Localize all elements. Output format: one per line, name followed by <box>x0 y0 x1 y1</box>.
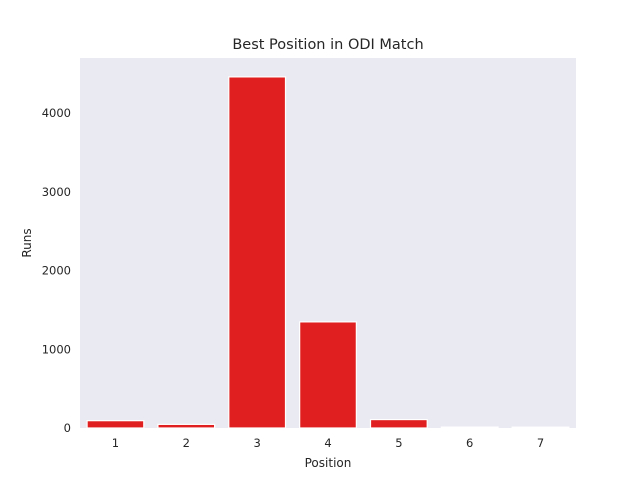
x-tick-label: 3 <box>253 436 260 450</box>
bars-group <box>86 76 570 429</box>
bar-position-1 <box>86 420 145 429</box>
x-tick-label: 7 <box>537 436 544 450</box>
x-tick-label: 1 <box>112 436 119 450</box>
x-axis-label: Position <box>305 456 352 470</box>
x-tick-label: 6 <box>466 436 473 450</box>
y-tick-label: 1000 <box>42 342 71 356</box>
x-axis-ticks: 1 2 3 4 5 6 7 <box>112 436 544 450</box>
bar-position-3 <box>228 76 287 429</box>
y-tick-label: 4000 <box>42 106 71 120</box>
y-tick-label: 2000 <box>42 264 71 278</box>
x-tick-label: 5 <box>395 436 402 450</box>
y-axis-label: Runs <box>20 228 34 257</box>
bar-position-4 <box>299 321 357 429</box>
y-axis-ticks: 0 1000 2000 3000 4000 <box>42 106 71 435</box>
y-tick-label: 3000 <box>42 185 71 199</box>
bar-position-2 <box>157 423 216 429</box>
y-tick-label: 0 <box>64 421 71 435</box>
x-tick-label: 2 <box>183 436 190 450</box>
bar-position-6 <box>440 426 499 429</box>
x-tick-label: 4 <box>324 436 331 450</box>
bar-position-5 <box>369 418 428 429</box>
bar-position-7 <box>511 426 570 429</box>
chart-title: Best Position in ODI Match <box>232 37 423 53</box>
